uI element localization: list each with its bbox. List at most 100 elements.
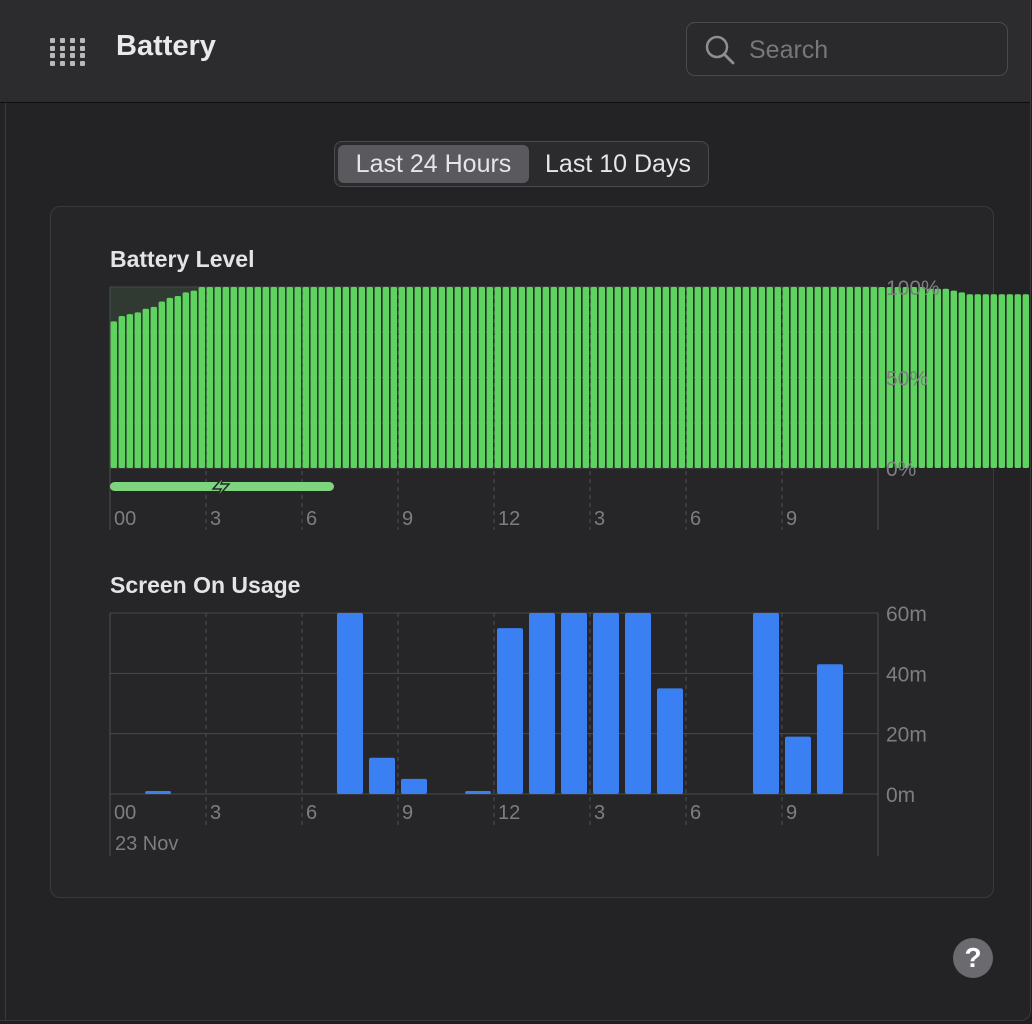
battery-bar (982, 294, 989, 468)
grid-icon[interactable] (50, 38, 88, 66)
battery-bar (214, 287, 221, 468)
x-tick-label: 12 (498, 802, 520, 824)
battery-bar (782, 287, 789, 468)
battery-bar (1022, 294, 1029, 468)
x-tick-label: 6 (306, 802, 317, 824)
battery-bar (134, 312, 141, 468)
battery-bar (894, 287, 901, 468)
x-tick-label: 00 (114, 508, 136, 530)
battery-level-chart: 100% 50% 0% 00 3 6 9 12 3 6 9 (109, 277, 1029, 530)
help-button[interactable]: ? (953, 938, 993, 978)
battery-bar (670, 287, 677, 468)
battery-bar (1014, 294, 1021, 468)
screen-on-usage-title: Screen On Usage (110, 572, 301, 598)
battery-bar (558, 287, 565, 468)
battery-bar (686, 287, 693, 468)
battery-bar (622, 287, 629, 468)
usage-bar (561, 613, 587, 794)
battery-bar (958, 292, 965, 468)
battery-bar (366, 287, 373, 468)
battery-bar (822, 287, 829, 468)
battery-bar (814, 287, 821, 468)
usage-bar (625, 613, 651, 794)
usage-bar (145, 790, 171, 794)
battery-bar (998, 294, 1005, 468)
battery-bar (310, 287, 317, 468)
battery-bar (270, 287, 277, 468)
y-tick-label: 40m (886, 663, 927, 686)
battery-bar (486, 287, 493, 468)
battery-bar (590, 287, 597, 468)
search-input[interactable] (747, 31, 991, 69)
battery-bar (494, 287, 501, 468)
battery-bar (358, 287, 365, 468)
battery-bar (766, 287, 773, 468)
battery-bar (262, 287, 269, 468)
battery-bar (694, 287, 701, 468)
tab-last-10-days[interactable]: Last 10 Days (545, 150, 691, 178)
battery-bar (718, 287, 725, 468)
tab-last-24-hours[interactable]: Last 24 Hours (338, 145, 529, 183)
usage-bar (657, 688, 683, 794)
x-tick-label: 00 (114, 802, 136, 824)
battery-bar (302, 287, 309, 468)
battery-bar (886, 287, 893, 468)
battery-bar (166, 297, 173, 468)
battery-bar (582, 287, 589, 468)
battery-bar (414, 287, 421, 468)
usage-bar (337, 613, 363, 794)
x-tick-label: 9 (786, 508, 797, 530)
battery-bar (246, 287, 253, 468)
battery-bar (206, 287, 213, 468)
battery-bar (534, 287, 541, 468)
time-range-control[interactable]: Last 24 Hours Last 10 Days (334, 141, 709, 187)
battery-bar (934, 288, 941, 468)
battery-bar (614, 287, 621, 468)
battery-bar (550, 287, 557, 468)
battery-bar (830, 287, 837, 468)
battery-bar (790, 287, 797, 468)
battery-bar (574, 287, 581, 468)
y-tick-label: 0m (886, 784, 915, 807)
battery-bar (238, 287, 245, 468)
battery-bar (774, 287, 781, 468)
battery-bar (334, 287, 341, 468)
x-tick-label: 9 (402, 508, 413, 530)
y-tick-label: 20m (886, 724, 927, 747)
x-tick-label: 3 (210, 802, 221, 824)
battery-bar (110, 321, 117, 468)
battery-bar (846, 287, 853, 468)
battery-bar (222, 287, 229, 468)
battery-bar (742, 287, 749, 468)
battery-bar (710, 287, 717, 468)
battery-bar (926, 288, 933, 468)
search-field[interactable] (686, 22, 1008, 76)
battery-bar (470, 287, 477, 468)
usage-bar (817, 664, 843, 794)
x-tick-label: 6 (306, 508, 317, 530)
usage-bar (369, 757, 395, 794)
toolbar: Battery (0, 0, 1030, 103)
y-tick-label: 100% (886, 277, 940, 300)
battery-bar (598, 287, 605, 468)
battery-bar (630, 287, 637, 468)
search-icon (705, 35, 735, 65)
battery-bar (606, 287, 613, 468)
battery-bar (350, 287, 357, 468)
battery-bar (502, 287, 509, 468)
battery-bar (910, 287, 917, 468)
y-tick-label: 50% (886, 368, 928, 391)
battery-bar (902, 287, 909, 468)
x-tick-label: 9 (402, 802, 413, 824)
battery-bar (758, 287, 765, 468)
battery-bar (150, 306, 157, 468)
battery-bar (646, 287, 653, 468)
page-title: Battery (116, 30, 216, 62)
battery-bar (230, 287, 237, 468)
battery-bar (446, 287, 453, 468)
battery-bar (726, 287, 733, 468)
usage-bar (593, 613, 619, 794)
battery-level-title: Battery Level (110, 246, 255, 272)
battery-bar (526, 287, 533, 468)
battery-bar (838, 287, 845, 468)
